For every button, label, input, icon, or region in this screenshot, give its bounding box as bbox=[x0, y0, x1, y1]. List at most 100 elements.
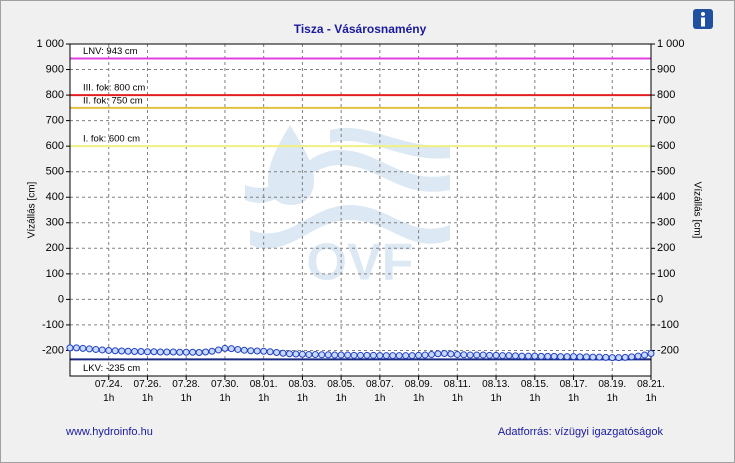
data-point bbox=[479, 351, 487, 359]
data-point bbox=[292, 350, 300, 358]
data-point bbox=[608, 354, 616, 362]
data-point bbox=[85, 345, 93, 353]
data-point bbox=[169, 348, 177, 356]
data-point bbox=[182, 348, 190, 356]
data-point bbox=[634, 352, 642, 360]
y-tick-label: 1 000 bbox=[36, 38, 64, 50]
data-point bbox=[505, 352, 513, 360]
data-point bbox=[557, 353, 565, 361]
x-tick-label: 07.24. 1h bbox=[94, 379, 123, 404]
data-point bbox=[473, 351, 481, 359]
data-point bbox=[492, 351, 500, 359]
x-tick-label: 08.13. 1h bbox=[482, 379, 510, 404]
reference-label: III. fok: 800 cm bbox=[83, 83, 145, 94]
data-point bbox=[137, 347, 145, 355]
y2-tick-label: -200 bbox=[657, 344, 679, 356]
y-tick-label: 300 bbox=[46, 217, 64, 229]
x-tick-label: 08.11. 1h bbox=[443, 379, 471, 404]
data-point bbox=[499, 352, 507, 360]
y2-tick-label: 300 bbox=[657, 217, 675, 229]
y2-tick-label: 100 bbox=[657, 268, 675, 280]
data-point bbox=[66, 344, 74, 352]
y2-tick-label: -100 bbox=[657, 319, 679, 331]
data-point bbox=[227, 345, 235, 353]
data-point bbox=[214, 346, 222, 354]
y-tick-label: 200 bbox=[46, 242, 64, 254]
y-axis-label: Vízállás [cm] bbox=[27, 181, 38, 238]
x-tick-label: 07.30. 1h bbox=[211, 379, 239, 404]
data-point bbox=[253, 347, 261, 355]
data-point bbox=[92, 345, 100, 353]
chart-title: Tisza - Vásárosnamény bbox=[294, 22, 427, 36]
watermark-logo bbox=[245, 125, 450, 249]
data-point bbox=[189, 348, 197, 356]
data-point bbox=[428, 351, 436, 359]
data-point bbox=[382, 352, 390, 360]
data-point bbox=[363, 351, 371, 359]
data-point bbox=[357, 351, 364, 359]
y2-tick-label: 600 bbox=[657, 140, 675, 152]
footer-link[interactable]: www.hydroinfo.hu bbox=[66, 426, 153, 438]
y-tick-label: 0 bbox=[58, 293, 64, 305]
data-point bbox=[421, 351, 429, 359]
data-point bbox=[440, 350, 448, 358]
data-point bbox=[466, 351, 474, 359]
data-point bbox=[337, 351, 345, 359]
data-point bbox=[247, 347, 255, 355]
data-point bbox=[563, 353, 571, 361]
data-point bbox=[279, 349, 287, 357]
data-point bbox=[124, 347, 132, 355]
data-point bbox=[550, 352, 558, 360]
data-point bbox=[447, 350, 455, 358]
data-point bbox=[544, 352, 552, 360]
data-point bbox=[602, 353, 610, 361]
data-point bbox=[376, 352, 384, 360]
data-point bbox=[369, 351, 377, 359]
data-point bbox=[331, 351, 339, 359]
data-point bbox=[240, 346, 248, 354]
y2-axis-label: Vízállás [cm] bbox=[691, 182, 702, 239]
x-tick-label: 08.09. 1h bbox=[404, 379, 433, 404]
data-point bbox=[344, 351, 352, 359]
data-point bbox=[98, 346, 106, 354]
data-point bbox=[434, 350, 442, 358]
data-point bbox=[524, 352, 532, 360]
data-point bbox=[318, 351, 326, 359]
y2-tick-label: 700 bbox=[657, 115, 675, 127]
data-point bbox=[615, 354, 623, 362]
data-point bbox=[208, 347, 216, 355]
data-point bbox=[641, 351, 649, 359]
reference-label: I. fok: 600 cm bbox=[83, 134, 140, 145]
data-point bbox=[72, 344, 80, 352]
data-point bbox=[131, 347, 139, 355]
data-point bbox=[453, 351, 461, 359]
x-tick-label: 08.21. 1h bbox=[637, 379, 665, 404]
x-tick-label: 08.19. 1h bbox=[598, 379, 627, 404]
data-point bbox=[582, 353, 590, 361]
data-point bbox=[518, 352, 526, 360]
data-point bbox=[402, 352, 410, 360]
data-point bbox=[111, 347, 119, 355]
data-point bbox=[79, 344, 87, 352]
y2-tick-label: 800 bbox=[657, 89, 675, 101]
data-point bbox=[537, 352, 545, 360]
y-tick-label: 500 bbox=[46, 166, 64, 178]
x-tick-label: 08.15. 1h bbox=[520, 379, 549, 404]
y2-tick-label: 0 bbox=[657, 293, 663, 305]
data-point bbox=[511, 352, 519, 360]
x-tick-label: 08.05. 1h bbox=[327, 379, 356, 404]
data-point bbox=[150, 348, 158, 356]
data-point bbox=[589, 353, 597, 361]
data-point bbox=[202, 348, 210, 356]
y-tick-label: 400 bbox=[46, 191, 64, 203]
info-icon[interactable] bbox=[693, 9, 713, 29]
data-point bbox=[234, 345, 242, 353]
y-tick-label: 100 bbox=[46, 268, 64, 280]
x-tick-label: 08.17. 1h bbox=[559, 379, 588, 404]
data-point bbox=[118, 347, 126, 355]
data-point bbox=[305, 351, 313, 359]
data-point bbox=[389, 352, 397, 360]
y-tick-label: -200 bbox=[42, 344, 64, 356]
